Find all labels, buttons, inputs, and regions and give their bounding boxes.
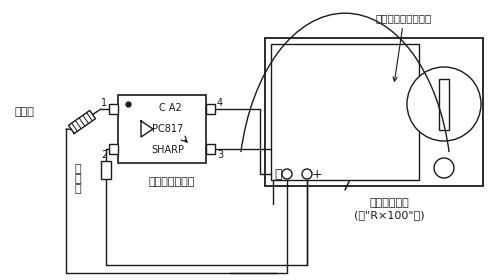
Bar (109, 104, 118, 114)
Text: 4: 4 (217, 98, 223, 108)
Text: 3: 3 (217, 150, 223, 160)
Text: 指针右偏至数千欧姆: 指针右偏至数千欧姆 (376, 13, 432, 81)
Text: 黑表笔: 黑表笔 (14, 107, 34, 117)
Text: 2: 2 (101, 150, 107, 160)
Bar (265, 38, 483, 186)
Text: 表: 表 (74, 174, 82, 184)
Text: (拨"R×100"挡): (拨"R×100"挡) (354, 210, 424, 220)
Text: 被测光电耦合器: 被测光电耦合器 (149, 177, 195, 187)
Bar (271, 44, 419, 180)
Circle shape (434, 158, 454, 178)
Bar (206, 104, 215, 114)
Text: 指针式万用表: 指针式万用表 (369, 198, 409, 208)
Text: PC817: PC817 (152, 124, 184, 134)
Bar (118, 95, 206, 163)
Text: C A2: C A2 (158, 103, 182, 113)
Text: 笔: 笔 (74, 184, 82, 194)
Text: －: － (274, 167, 282, 181)
Text: SHARP: SHARP (152, 145, 184, 155)
Circle shape (407, 67, 481, 141)
Circle shape (302, 169, 312, 179)
Bar (206, 144, 215, 154)
Text: 1: 1 (101, 98, 107, 108)
Bar (101, 161, 111, 179)
Text: +: + (312, 167, 322, 181)
Bar (109, 144, 118, 154)
Circle shape (282, 169, 292, 179)
Text: 红: 红 (74, 164, 82, 174)
Bar (439, 79, 449, 130)
